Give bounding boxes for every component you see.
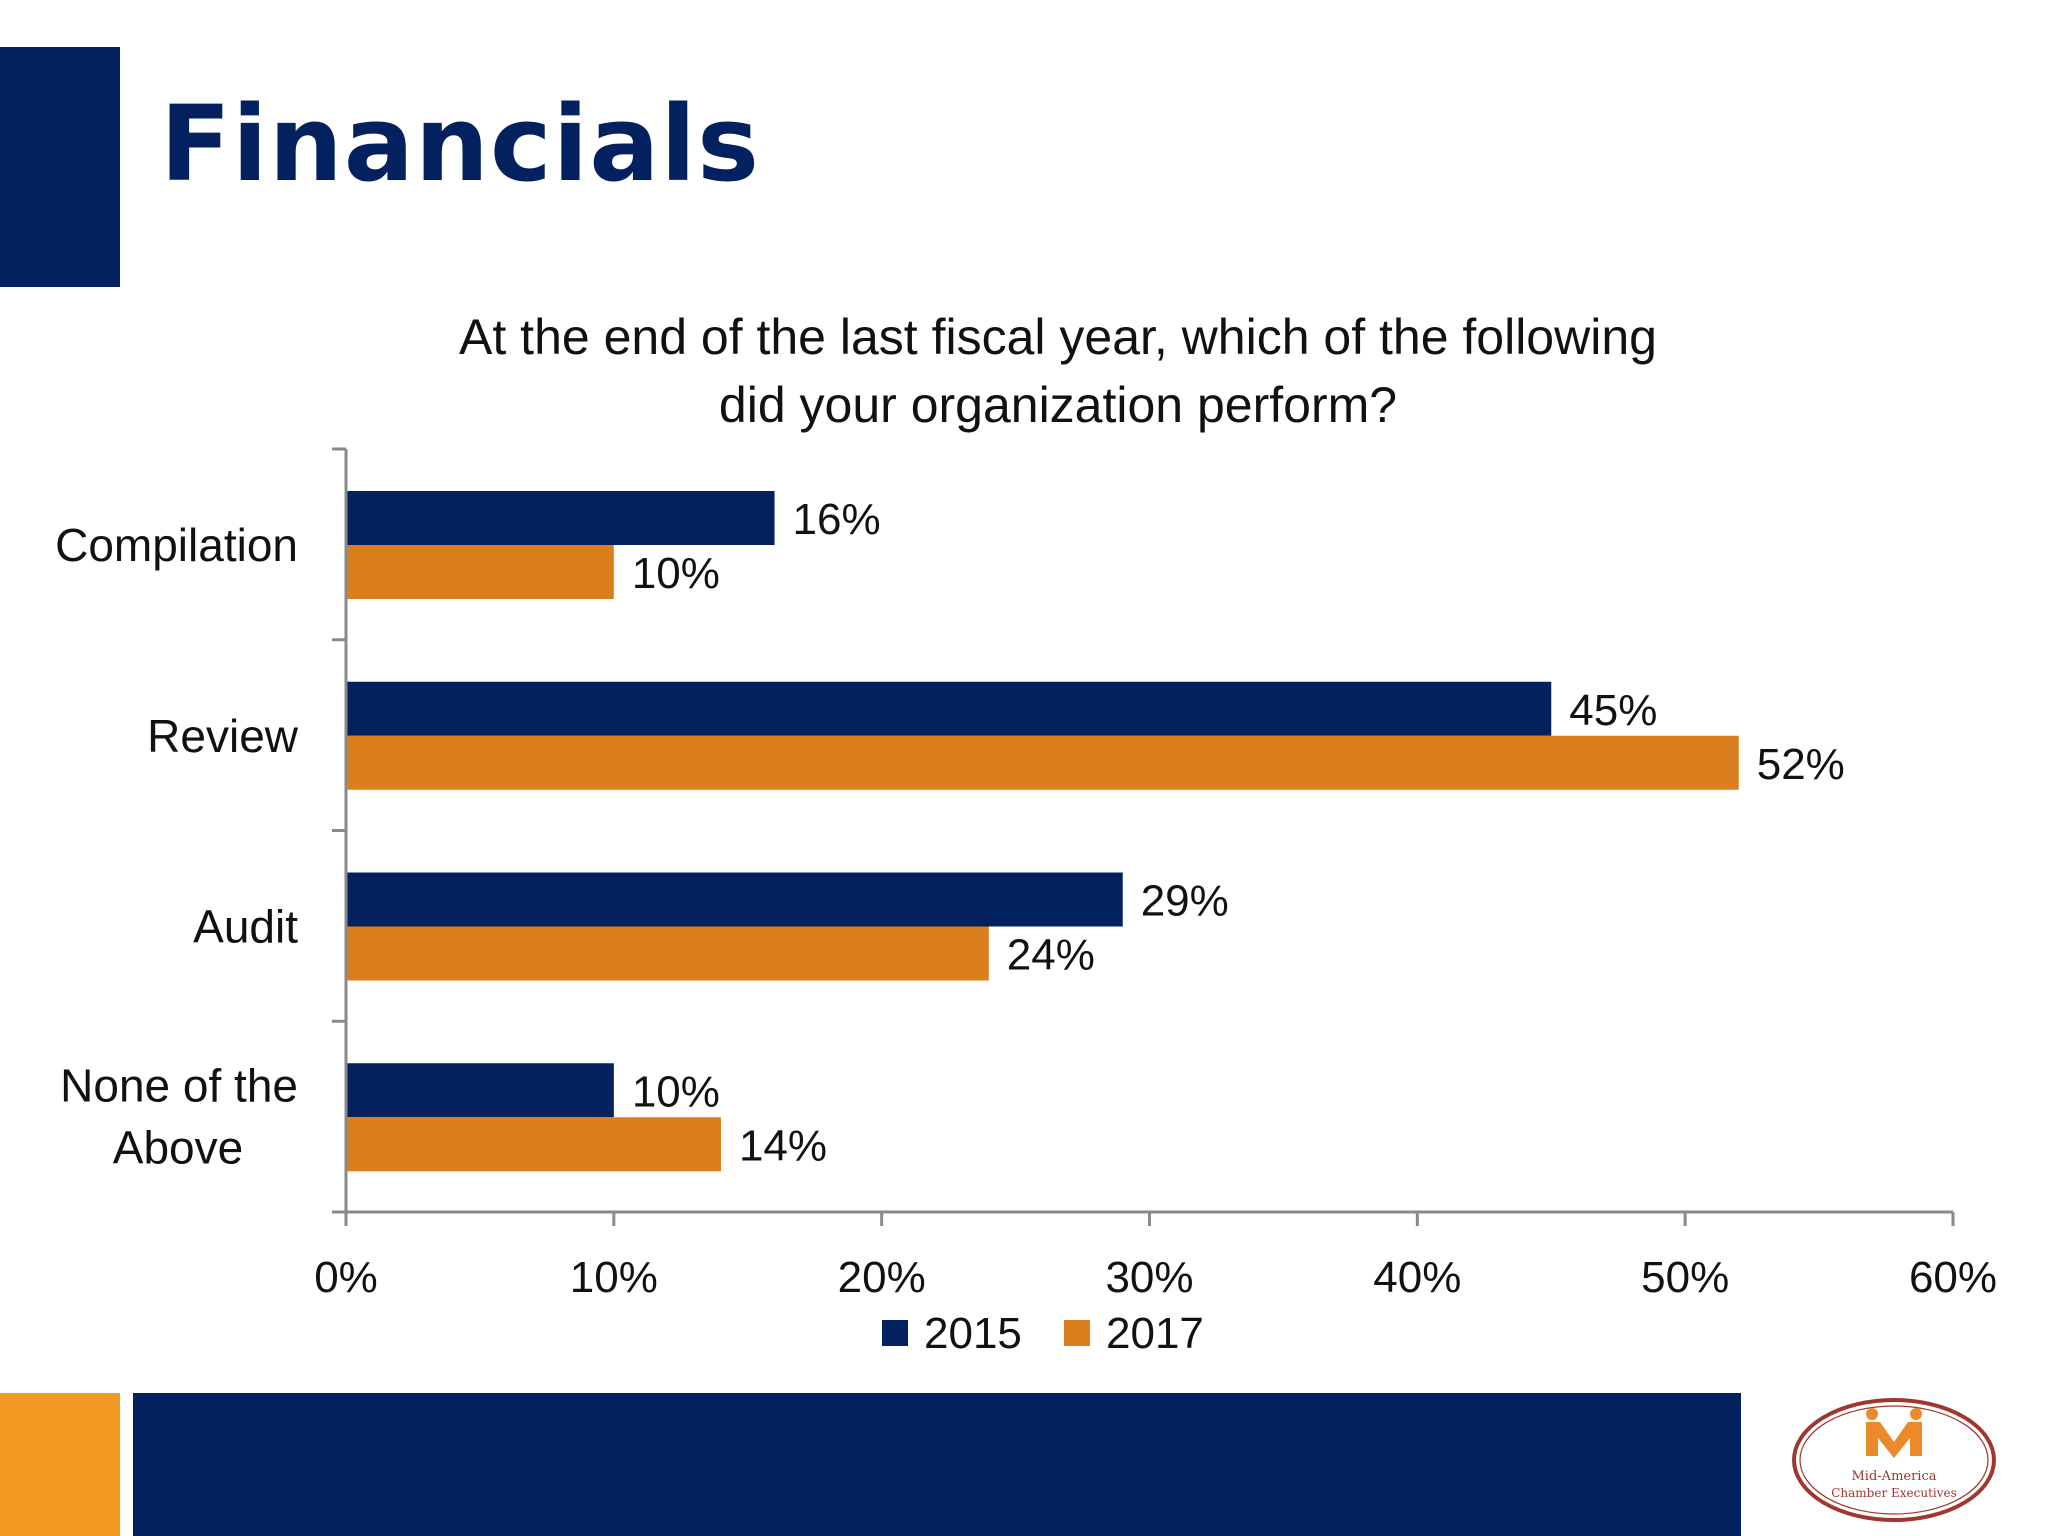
bar — [347, 1063, 614, 1118]
x-tick-label: 30% — [1105, 1253, 1193, 1302]
x-tick-label: 10% — [570, 1253, 658, 1302]
data-label: 45% — [1569, 686, 1657, 735]
chart-title-line: did your organization perform? — [719, 377, 1397, 433]
data-label: 52% — [1757, 740, 1845, 789]
footer-orange-block — [0, 1393, 120, 1536]
organization-logo: Mid-America Chamber Executives — [1792, 1398, 1996, 1522]
category-label: Audit — [193, 901, 298, 953]
category-label: Above — [113, 1121, 243, 1173]
data-label: 10% — [632, 549, 720, 598]
legend-label: 2017 — [1106, 1309, 1204, 1358]
chart-title-line: At the end of the last fiscal year, whic… — [459, 309, 1657, 365]
bar — [347, 735, 1739, 790]
title-accent-block — [0, 47, 120, 287]
x-tick-label: 60% — [1909, 1253, 1997, 1302]
bar — [347, 926, 989, 981]
bar — [347, 491, 775, 545]
bar-chart: At the end of the last fiscal year, whic… — [55, 309, 1997, 1358]
bar — [347, 545, 614, 599]
bar — [347, 681, 1552, 736]
logo-text-line-1: Mid-America — [1852, 1469, 1937, 1484]
footer-navy-band — [133, 1393, 1741, 1536]
bar — [347, 872, 1123, 927]
slide-title: Financials — [160, 83, 760, 205]
legend-swatch — [882, 1320, 908, 1346]
bar — [347, 1117, 721, 1172]
x-tick-label: 0% — [314, 1253, 378, 1302]
legend-swatch — [1064, 1320, 1090, 1346]
data-label: 14% — [739, 1121, 827, 1170]
data-label: 16% — [793, 495, 881, 544]
legend-label: 2015 — [924, 1309, 1022, 1358]
logo-text-line-2: Chamber Executives — [1831, 1486, 1957, 1500]
category-label: None of the — [60, 1059, 298, 1111]
x-tick-label: 50% — [1641, 1253, 1729, 1302]
category-label: Compilation — [55, 519, 298, 571]
data-label: 10% — [632, 1067, 720, 1116]
data-label: 24% — [1007, 931, 1095, 980]
data-label: 29% — [1141, 877, 1229, 926]
x-tick-label: 20% — [838, 1253, 926, 1302]
category-label: Review — [147, 710, 299, 762]
x-tick-label: 40% — [1373, 1253, 1461, 1302]
